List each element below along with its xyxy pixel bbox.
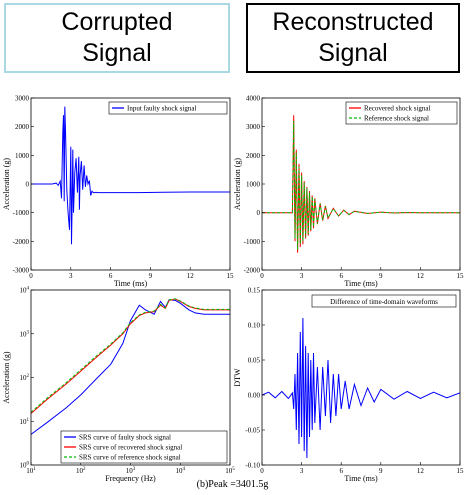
legend-label: SRS curve of recovered shock signal xyxy=(79,444,182,452)
chart-dtw: 0 3 6 9 12 15 -0.10 -0.05 0.00 0.05 0.10 0.15 Time (… xyxy=(233,287,464,484)
x-tick-label: 6 xyxy=(339,467,343,475)
legend-label: SRS curve of reference shock signal xyxy=(79,454,181,462)
series-line-recon-1 xyxy=(262,120,460,250)
y-tick-label: -0.05 xyxy=(245,427,260,435)
y-tick-label: 2000 xyxy=(246,152,261,160)
figure-caption: (b)Peak =3401.5g xyxy=(196,479,269,490)
x-tick-label: 12 xyxy=(187,272,195,280)
y-tick-label: -0.10 xyxy=(245,462,260,470)
y-tick-label: 0 xyxy=(26,181,30,189)
x-tick-label: 12 xyxy=(417,467,425,475)
legend-label: Input faulty shock signal xyxy=(127,105,196,113)
x-tick-label: 15 xyxy=(457,272,465,280)
x-axis-label: Frequency (Hz) xyxy=(105,474,156,483)
x-tick-label: 15 xyxy=(457,467,465,475)
y-tick-label: -2000 xyxy=(244,267,261,275)
chart-faulty: 0 3 6 9 12 15 -3000 -2000 -1000 0 1000 2000 3000 Time… xyxy=(2,95,234,289)
y-tick-label: 3000 xyxy=(246,123,261,131)
legend-label: SRS curve of faulty shock signal xyxy=(79,434,171,442)
y-axis-label: Acceleration (g) xyxy=(2,351,11,404)
x-tick-label: 6 xyxy=(339,272,343,280)
y-tick-label: -1000 xyxy=(13,209,30,217)
x-tick-label: 101 xyxy=(26,467,36,475)
x-tick-label: 102 xyxy=(76,467,86,475)
series-line-srs-1 xyxy=(31,298,230,414)
header-reconstructed-signal: Reconstructed Signal xyxy=(246,3,460,73)
y-axis-label: Acceleration (g) xyxy=(2,158,11,211)
y-tick-label: -3000 xyxy=(13,267,30,275)
y-tick-label: 1000 xyxy=(15,152,30,160)
series-line-srs-0 xyxy=(31,299,230,435)
y-tick-label: 102 xyxy=(20,374,30,382)
y-tick-label: 103 xyxy=(20,330,30,338)
legend-label: Recovered shock signal xyxy=(364,105,431,113)
header-right-line2: Signal xyxy=(318,39,388,67)
y-tick-label: 4000 xyxy=(246,95,261,103)
series-line-srs-2 xyxy=(31,298,230,413)
annotation-box xyxy=(311,294,457,308)
y-tick-label: 0.00 xyxy=(248,392,261,400)
y-tick-label: -1000 xyxy=(244,238,261,246)
header-right-line1: Reconstructed xyxy=(272,8,434,36)
x-axis-label: Time (ms) xyxy=(344,279,378,288)
x-tick-label: 9 xyxy=(149,272,153,280)
y-tick-label: 0.05 xyxy=(248,357,261,365)
series-line-faulty-0 xyxy=(31,106,230,245)
x-tick-label: 9 xyxy=(379,467,383,475)
x-axis-label: Time (ms) xyxy=(344,474,378,483)
x-tick-label: 0 xyxy=(29,272,33,280)
legend-box xyxy=(60,430,228,464)
plot-frame xyxy=(261,289,461,466)
y-tick-label: 0.10 xyxy=(248,322,261,330)
y-tick-label: 100 xyxy=(20,462,30,470)
series-line-recon-0 xyxy=(262,115,460,253)
x-tick-label: 0 xyxy=(260,467,264,475)
y-tick-label: 104 xyxy=(20,287,30,295)
x-tick-label: 3 xyxy=(300,272,304,280)
y-axis-label: Acceleration (g) xyxy=(233,158,242,211)
legend-box xyxy=(108,101,228,115)
y-tick-label: 2000 xyxy=(15,123,30,131)
header-left-line2: Signal xyxy=(82,39,152,67)
header-left-line1: Corrupted xyxy=(61,8,173,36)
series-line-dtw-0 xyxy=(262,317,460,459)
y-axis-label: DTW xyxy=(233,368,242,387)
y-tick-label: 0.15 xyxy=(248,287,261,295)
annotation-text: Difference of time-domain waveforms xyxy=(330,298,438,306)
x-tick-label: 104 xyxy=(176,467,186,475)
x-tick-label: 103 xyxy=(126,467,136,475)
x-tick-label: 9 xyxy=(379,272,383,280)
x-tick-label: 12 xyxy=(417,272,425,280)
legend-label: Reference shock signal xyxy=(364,115,429,123)
y-tick-label: 3000 xyxy=(15,95,30,103)
y-tick-label: 1000 xyxy=(246,181,261,189)
x-tick-label: 0 xyxy=(260,272,264,280)
y-tick-label: 101 xyxy=(20,418,30,426)
chart-recon: 0 3 6 9 12 15 -2000 -1000 0 1000 2000 3000 4000 Time … xyxy=(233,95,464,289)
x-tick-label: 15 xyxy=(227,272,235,280)
y-tick-label: -2000 xyxy=(13,238,30,246)
chart-srs: 101 102 103 104 105100101102103104Frequency … xyxy=(2,287,235,484)
x-tick-label: 105 xyxy=(225,467,235,475)
x-axis-label: Time (ms) xyxy=(114,279,148,288)
y-tick-label: 0 xyxy=(257,209,261,217)
header-corrupted-signal: Corrupted Signal xyxy=(4,3,230,73)
legend-box xyxy=(345,101,458,125)
x-tick-label: 6 xyxy=(109,272,113,280)
x-tick-label: 3 xyxy=(69,272,73,280)
x-tick-label: 3 xyxy=(300,467,304,475)
